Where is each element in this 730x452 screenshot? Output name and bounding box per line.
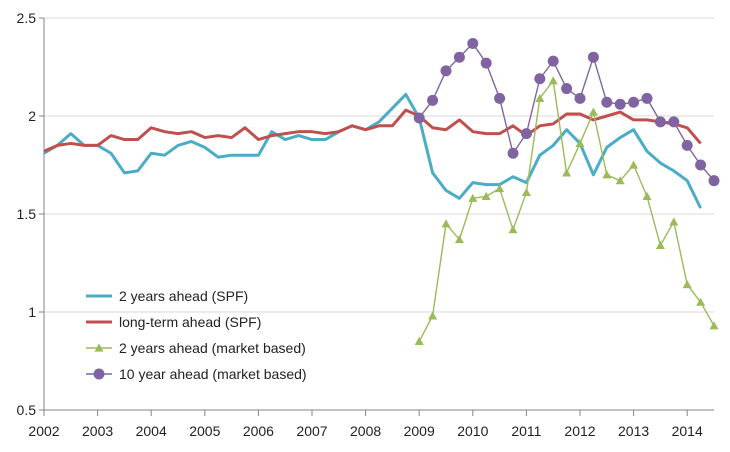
data-point-circle bbox=[601, 96, 613, 108]
legend-label: 2 years ahead (SPF) bbox=[119, 288, 248, 304]
legend-item-4: 10 year ahead (market based) bbox=[86, 366, 307, 382]
data-point-circle bbox=[534, 73, 546, 85]
series-line bbox=[43, 92, 702, 209]
data-point-triangle bbox=[709, 321, 719, 330]
data-point-circle bbox=[654, 116, 666, 128]
data-point-circle bbox=[614, 98, 626, 110]
legend: 2 years ahead (SPF) long-term ahead (SPF)… bbox=[86, 288, 307, 382]
data-point-triangle bbox=[588, 107, 598, 116]
data-point-triangle bbox=[441, 219, 451, 228]
data-point-triangle bbox=[481, 191, 491, 200]
data-point-circle bbox=[480, 57, 492, 69]
legend-item-1: 2 years ahead (SPF) bbox=[86, 288, 248, 304]
legend-label: long-term ahead (SPF) bbox=[119, 314, 261, 330]
data-point-circle bbox=[668, 116, 680, 128]
data-point-circle bbox=[453, 51, 465, 63]
data-point-triangle bbox=[655, 240, 665, 249]
data-point-circle bbox=[574, 92, 586, 104]
data-point-triangle bbox=[468, 193, 478, 202]
series-group bbox=[43, 37, 720, 345]
data-point-triangle bbox=[629, 160, 639, 169]
data-point-circle bbox=[427, 94, 439, 106]
legend-label: 10 year ahead (market based) bbox=[119, 366, 307, 382]
data-point-triangle bbox=[615, 176, 625, 185]
data-point-circle bbox=[507, 147, 519, 159]
data-point-triangle bbox=[562, 168, 572, 177]
legend-marker-triangle bbox=[94, 343, 104, 352]
data-point-triangle bbox=[696, 297, 706, 306]
x-tick-label: 2006 bbox=[243, 423, 274, 439]
y-tick-label: 2 bbox=[28, 108, 36, 124]
x-tick-label: 2005 bbox=[189, 423, 220, 439]
x-tick-label: 2009 bbox=[404, 423, 435, 439]
data-point-triangle bbox=[414, 336, 424, 345]
y-tick-label: 1.5 bbox=[17, 206, 37, 222]
series-line bbox=[418, 42, 715, 182]
data-point-triangle bbox=[548, 76, 558, 85]
data-point-triangle bbox=[508, 225, 518, 234]
data-point-circle bbox=[628, 96, 640, 108]
data-point-circle bbox=[641, 92, 653, 104]
legend-item-3: 2 years ahead (market based) bbox=[86, 340, 306, 356]
data-point-triangle bbox=[669, 217, 679, 226]
data-point-triangle bbox=[521, 187, 531, 197]
legend-marker-circle bbox=[93, 368, 105, 380]
y-tick-label: 0.5 bbox=[17, 402, 37, 418]
gridlines bbox=[44, 17, 714, 313]
x-tick-label: 2002 bbox=[28, 423, 59, 439]
data-point-triangle bbox=[602, 170, 612, 179]
data-point-triangle bbox=[682, 280, 692, 289]
data-point-triangle bbox=[575, 138, 585, 148]
series-3 bbox=[414, 76, 719, 345]
x-tick-label: 2003 bbox=[82, 423, 113, 439]
x-tick-label: 2012 bbox=[564, 423, 595, 439]
legend-item-2: long-term ahead (SPF) bbox=[86, 314, 261, 330]
x-tick-label: 2008 bbox=[350, 423, 381, 439]
x-tick-label: 2004 bbox=[136, 423, 167, 439]
data-point-circle bbox=[708, 175, 720, 187]
x-tick-label: 2013 bbox=[618, 423, 649, 439]
data-point-circle bbox=[587, 51, 599, 63]
data-point-triangle bbox=[535, 93, 545, 102]
y-tick-label: 2.5 bbox=[17, 10, 37, 26]
data-point-circle bbox=[440, 65, 452, 77]
series-1 bbox=[43, 92, 702, 209]
data-point-circle bbox=[561, 83, 573, 95]
legend-label: 2 years ahead (market based) bbox=[119, 340, 306, 356]
data-point-circle bbox=[413, 112, 425, 124]
axes: 0.5 1 1.5 2 2.5 2002 2003 2004 2005 2006 2007 2008 2… bbox=[17, 10, 714, 439]
data-point-triangle bbox=[495, 184, 505, 193]
data-point-triangle bbox=[428, 311, 438, 320]
x-tick-label: 2011 bbox=[511, 423, 541, 439]
data-point-triangle bbox=[454, 234, 464, 244]
data-point-circle bbox=[494, 92, 506, 104]
data-point-triangle bbox=[642, 191, 652, 200]
series-4 bbox=[413, 37, 720, 187]
x-tick-label: 2010 bbox=[457, 423, 488, 439]
x-tick-label: 2014 bbox=[672, 423, 703, 439]
data-point-circle bbox=[520, 128, 532, 140]
y-tick-label: 1 bbox=[28, 304, 36, 320]
data-point-circle bbox=[467, 37, 479, 49]
data-point-circle bbox=[681, 139, 693, 151]
x-tick-label: 2007 bbox=[296, 423, 327, 439]
data-point-circle bbox=[547, 55, 559, 67]
data-point-circle bbox=[695, 159, 707, 171]
